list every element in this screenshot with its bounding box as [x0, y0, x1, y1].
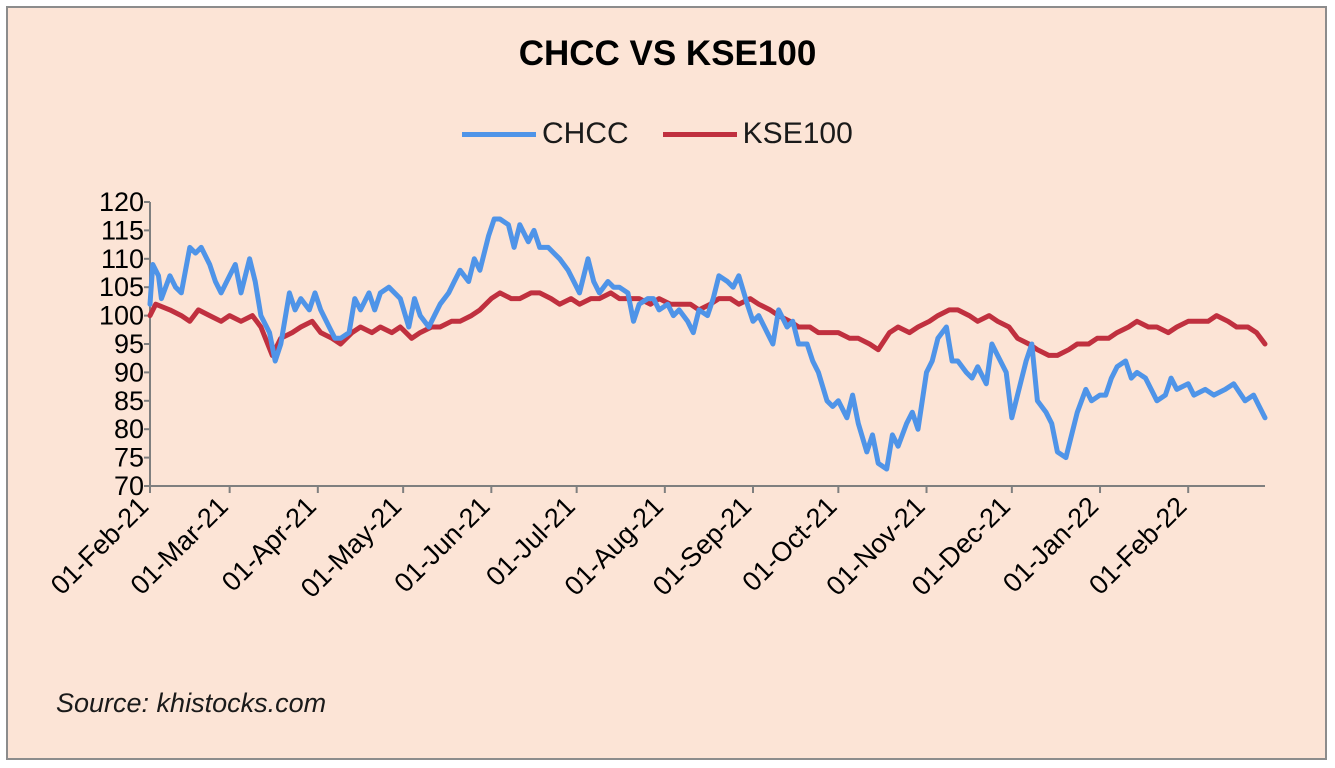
legend-item-chcc: CHCC — [462, 117, 629, 151]
y-tick-label: 70 — [114, 471, 144, 501]
y-tick-label: 75 — [114, 443, 144, 473]
y-tick-label: 80 — [114, 414, 144, 444]
x-tick-label: 01-Jun-21 — [388, 491, 495, 598]
legend-swatch-chcc — [462, 131, 536, 137]
series-line-chcc — [147, 216, 1268, 472]
legend-label-kse100: KSE100 — [742, 117, 853, 150]
legend-swatch-kse100 — [662, 131, 737, 137]
y-tick-label: 100 — [99, 301, 144, 331]
y-tick-label: 95 — [114, 329, 144, 359]
legend-label-chcc: CHCC — [542, 117, 629, 150]
y-tick-label: 105 — [99, 272, 144, 302]
y-tick-label: 120 — [99, 187, 144, 217]
legend-item-kse100: KSE100 — [662, 117, 853, 151]
y-tick-label: 110 — [101, 244, 144, 274]
source-note: Source: khistocks.com — [56, 688, 327, 718]
chart-title: CHCC VS KSE100 — [518, 34, 817, 73]
x-tick-label: 01-Feb-22 — [1083, 491, 1192, 600]
y-tick-label: 85 — [114, 386, 144, 416]
y-tick-label: 90 — [114, 357, 144, 387]
chart-legend: CHCC KSE100 — [462, 114, 887, 154]
y-tick-label: 115 — [101, 215, 144, 245]
